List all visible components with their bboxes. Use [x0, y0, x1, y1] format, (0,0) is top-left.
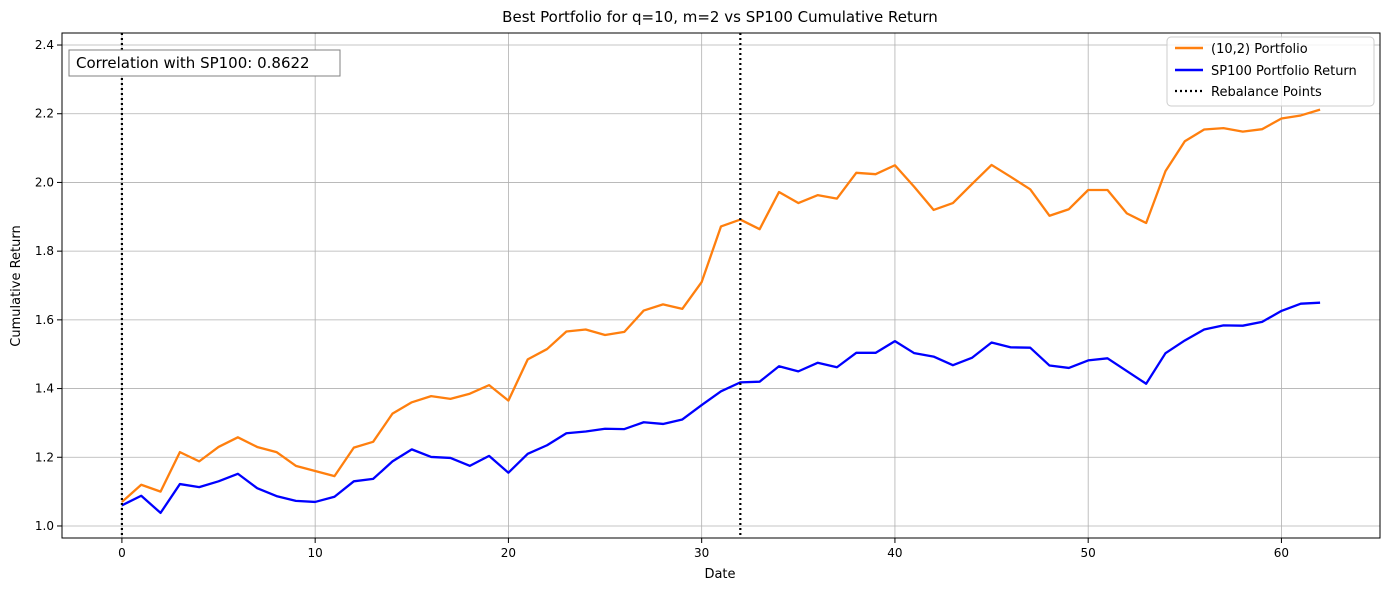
x-tick-label: 40: [887, 546, 902, 560]
y-tick-label: 1.2: [35, 450, 54, 464]
series-line-portfolio: [121, 108, 1321, 503]
x-axis-title: Date: [704, 567, 735, 582]
grid-lines: [62, 33, 1380, 538]
y-tick-label: 1.8: [35, 244, 54, 258]
y-tick-label: 1.0: [35, 519, 54, 533]
x-tick-label: 20: [501, 546, 516, 560]
x-tick-label: 0: [118, 546, 126, 560]
correlation-annotation-box: [68, 49, 341, 77]
legend: (10,2) Portfolio SP100 Portfolio Return …: [1166, 36, 1375, 107]
legend-label-rebalance: Rebalance Points: [1211, 85, 1322, 100]
y-tick-label: 2.4: [35, 38, 54, 52]
y-tick-label: 1.6: [35, 313, 54, 327]
x-tick-label: 10: [308, 546, 323, 560]
y-tick-label: 2.0: [35, 175, 54, 189]
chart-title: Best Portfolio for q=10, m=2 vs SP100 Cu…: [502, 8, 938, 26]
correlation-annotation: Correlation with SP100: 0.8622: [68, 49, 341, 77]
plot-area-frame: [61, 32, 1381, 539]
x-axis-ticks: 0 10 20 30 40 50 60: [118, 538, 1289, 560]
legend-frame: [1166, 36, 1375, 107]
x-tick-label: 30: [694, 546, 709, 560]
series-lines: [121, 108, 1321, 515]
legend-label-portfolio: (10,2) Portfolio: [1211, 42, 1308, 57]
x-tick-label: 50: [1081, 546, 1096, 560]
y-axis-ticks: 1.0 1.2 1.4 1.6 1.8 2.0 2.2 2.4: [35, 38, 62, 533]
y-tick-label: 1.4: [35, 382, 54, 396]
x-tick-label: 60: [1274, 546, 1289, 560]
rebalance-lines: [120, 33, 742, 538]
legend-label-sp100: SP100 Portfolio Return: [1211, 64, 1357, 79]
correlation-annotation-text: Correlation with SP100: 0.8622: [76, 54, 310, 72]
series-line-sp100: [121, 301, 1321, 515]
y-axis-title: Cumulative Return: [9, 225, 24, 346]
y-tick-label: 2.2: [35, 107, 54, 121]
